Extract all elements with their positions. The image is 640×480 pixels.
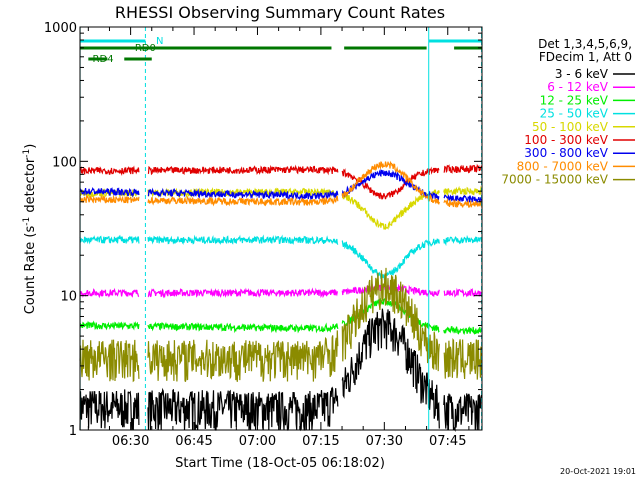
legend-label-1: 3 - 6 keV bbox=[555, 67, 609, 81]
y-tick-label-3: 100 bbox=[52, 155, 77, 170]
flag-label-rd0: RD0 bbox=[135, 43, 156, 54]
series-line-9 bbox=[79, 267, 483, 383]
x-axis: 06:30 06:45 07:00 07:15 07:30 07:45 bbox=[87, 27, 470, 449]
legend-header-line-1: Det 1,3,4,5,6,9, bbox=[538, 37, 632, 51]
legend-label-7: 300 - 800 keV bbox=[524, 146, 608, 160]
series-line-3 bbox=[79, 297, 483, 336]
x-tick-label-3: 07:00 bbox=[239, 434, 276, 449]
y-axis: 1 10 100 1000 bbox=[44, 21, 482, 439]
legend-label-4: 25 - 50 keV bbox=[540, 107, 609, 121]
x-tick-label-6: 07:45 bbox=[429, 434, 466, 449]
flag-label-n: N bbox=[156, 36, 163, 47]
x-tick-label-5: 07:30 bbox=[366, 434, 403, 449]
series-line-7 bbox=[79, 168, 483, 204]
y-tick-label-4: 1000 bbox=[44, 21, 77, 36]
legend-label-5: 50 - 100 keV bbox=[532, 120, 609, 134]
legend-header-line-2: FDecim 1, Att 0 bbox=[539, 50, 632, 64]
chart-title: RHESSI Observing Summary Count Rates bbox=[115, 3, 445, 22]
render-timestamp: 20-Oct-2021 19:01 bbox=[560, 467, 636, 476]
x-axis-label: Start Time (18-Oct-05 06:18:02) bbox=[175, 456, 385, 471]
series-line-1 bbox=[79, 308, 483, 433]
legend-label-2: 6 - 12 keV bbox=[547, 80, 609, 94]
legend-label-3: 12 - 25 keV bbox=[540, 93, 609, 107]
x-tick-label-4: 07:15 bbox=[302, 434, 339, 449]
y-tick-label-2: 10 bbox=[60, 290, 77, 305]
x-tick-label-2: 06:45 bbox=[175, 434, 212, 449]
legend-label-9: 7000 - 15000 keV bbox=[501, 173, 608, 187]
y-axis-label: Count Rate (s-1 detector-1) bbox=[22, 144, 38, 315]
legend: Det 1,3,4,5,6,9, FDecim 1, Att 0 3 - 6 k… bbox=[501, 37, 635, 187]
y-tick-label-1: 1 bbox=[69, 424, 77, 439]
legend-label-8: 800 - 7000 keV bbox=[517, 159, 609, 173]
legend-label-6: 100 - 300 keV bbox=[524, 133, 608, 147]
flag-label-rd4: RD4 bbox=[93, 54, 114, 65]
series-line-4 bbox=[79, 234, 483, 281]
series-line-6 bbox=[79, 163, 483, 200]
series-line-2 bbox=[79, 283, 483, 299]
plot-frame bbox=[79, 26, 483, 431]
x-tick-label-1: 06:30 bbox=[112, 434, 149, 449]
series-line-8 bbox=[79, 160, 483, 208]
